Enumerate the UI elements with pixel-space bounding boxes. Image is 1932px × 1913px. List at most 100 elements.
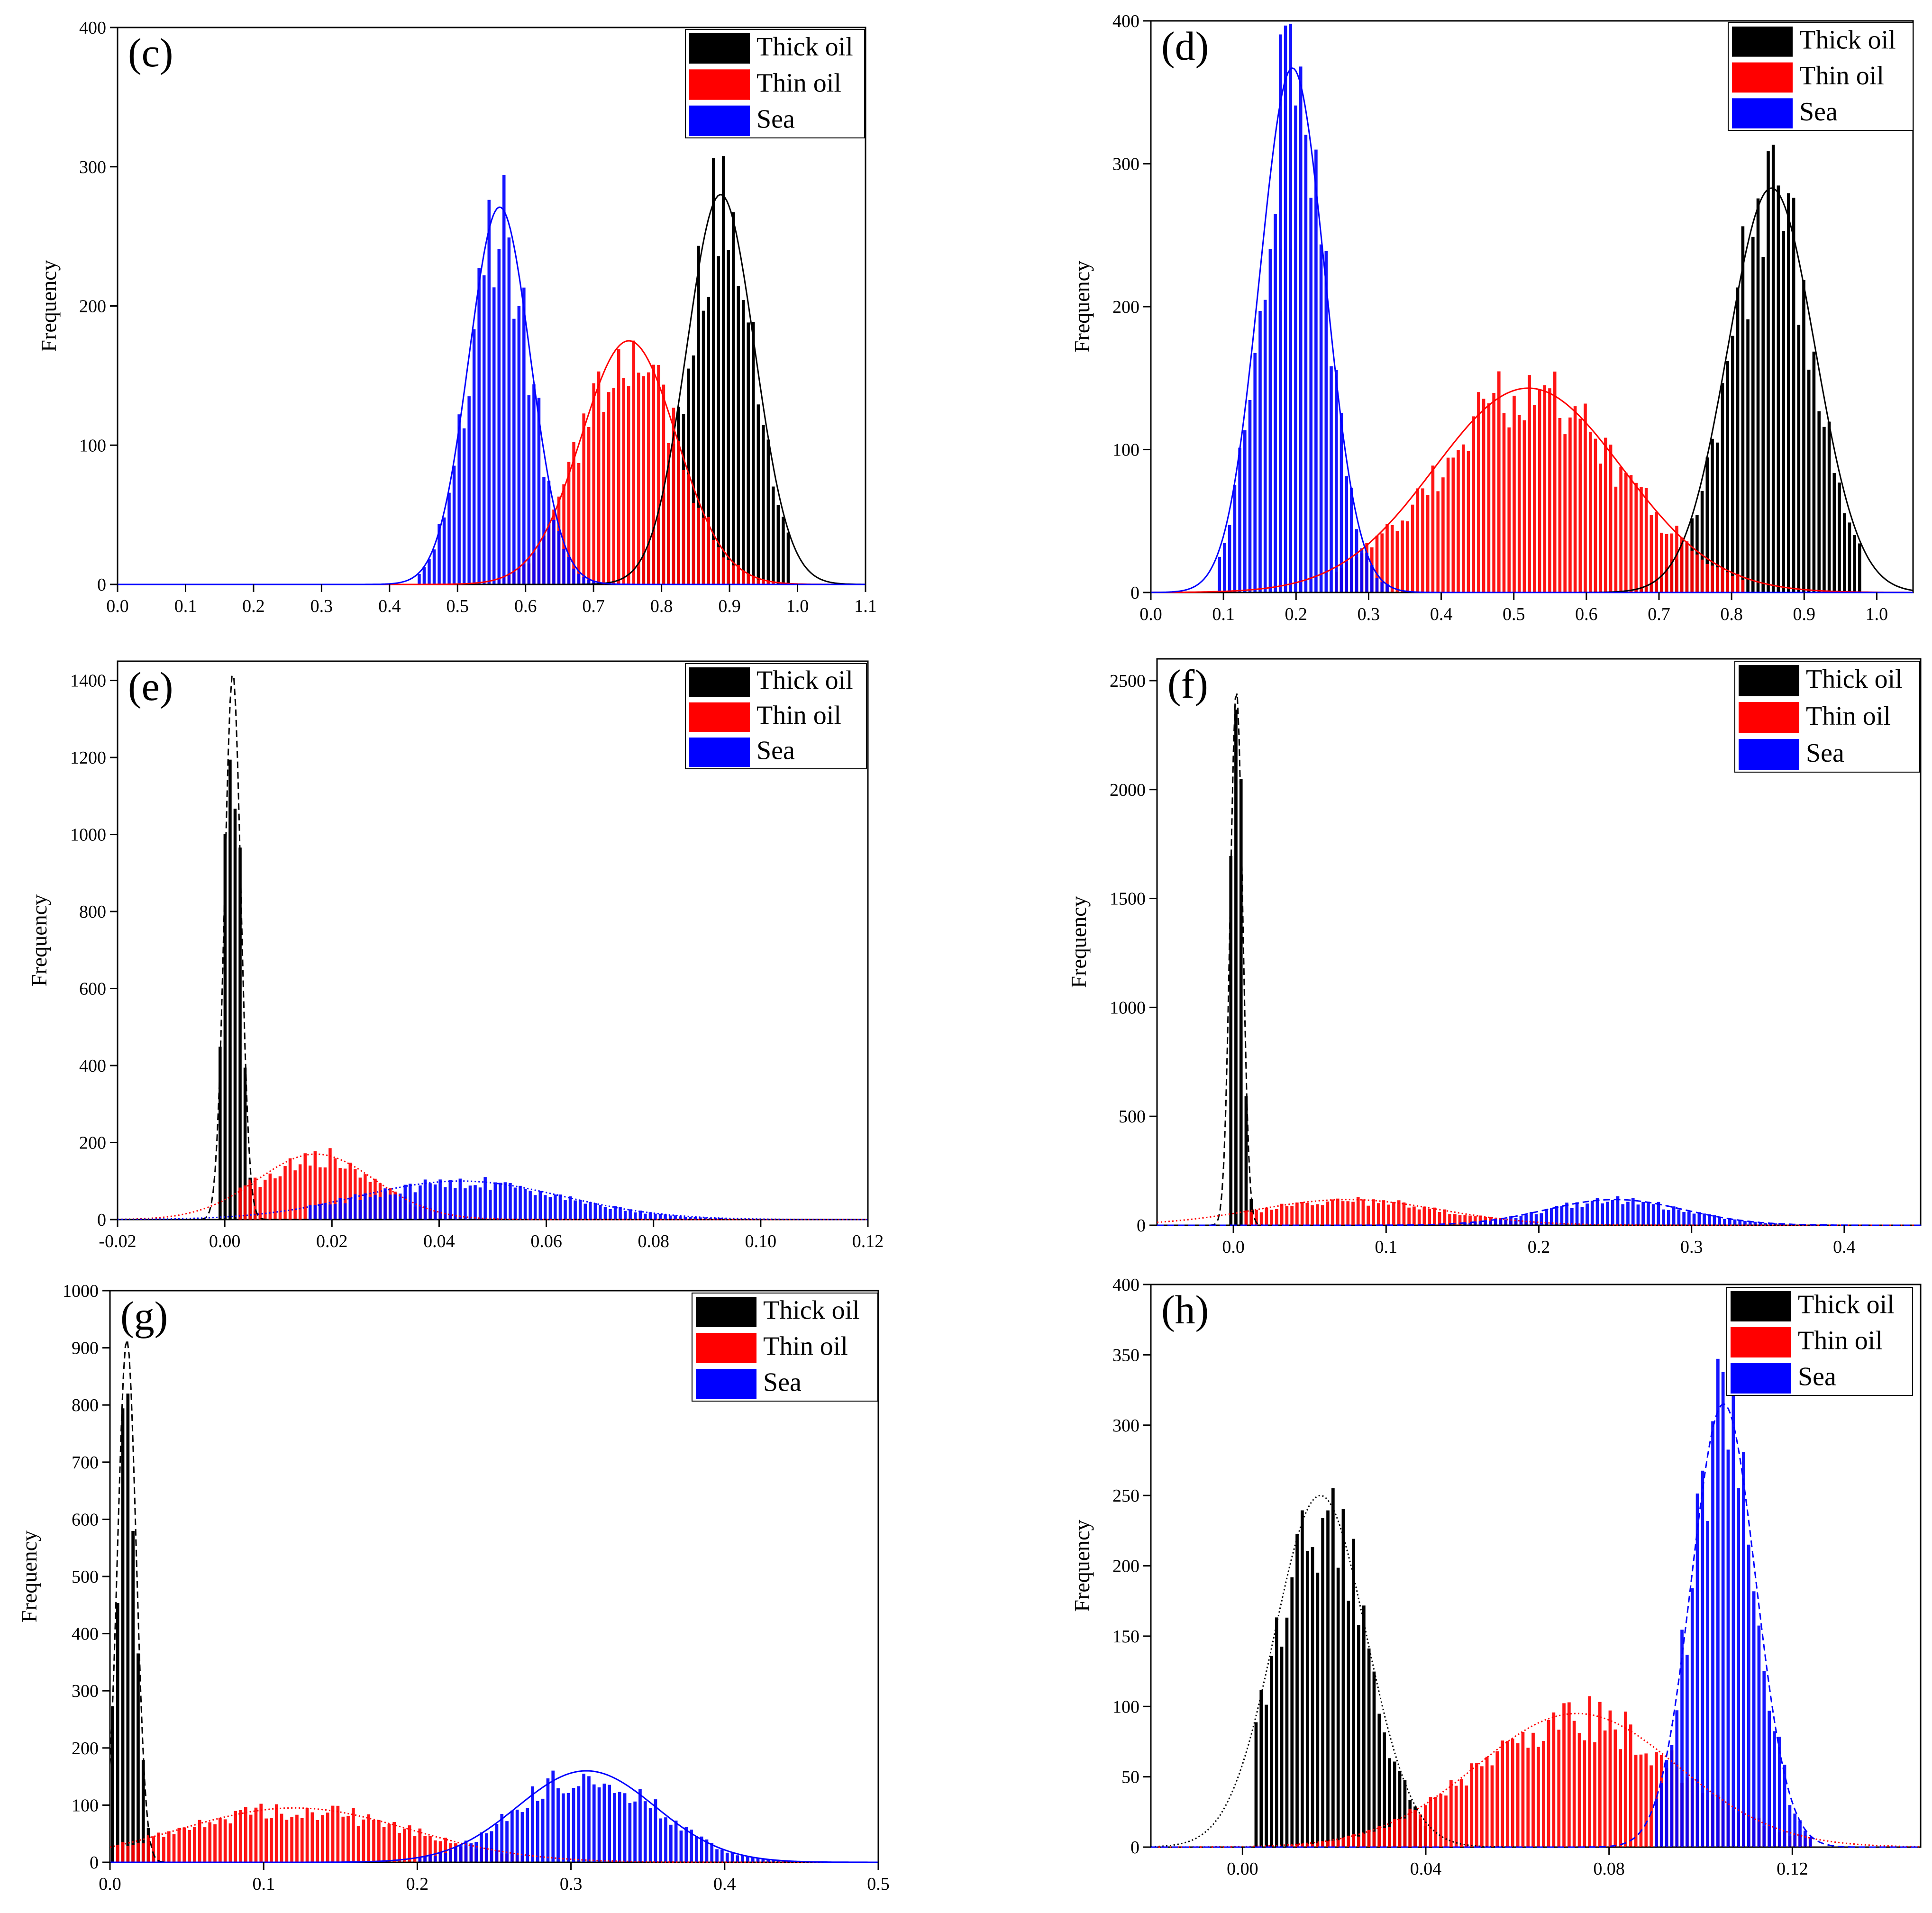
histogram-bar (1321, 1205, 1324, 1225)
histogram-bar (587, 580, 591, 584)
histogram-bar (1347, 1835, 1350, 1847)
histogram-bar (1383, 1732, 1386, 1847)
histogram-bar (126, 1846, 130, 1862)
histogram-bar (1375, 578, 1379, 592)
histogram-bar (567, 556, 571, 584)
histogram-bar (121, 1842, 125, 1862)
histogram-bar (1768, 1711, 1771, 1847)
histogram-bar (1434, 1797, 1438, 1847)
histogram-bar (730, 1852, 734, 1862)
histogram-bar (1355, 529, 1358, 592)
y-axis-label: Frequency (1066, 896, 1091, 988)
histogram-bar (1718, 1217, 1722, 1225)
histogram-bar (500, 1814, 504, 1862)
histogram-bar (146, 1835, 150, 1862)
histogram-bar (467, 396, 471, 584)
histogram-bar (1321, 1518, 1324, 1847)
histogram-bar (727, 560, 730, 584)
histogram-bar (423, 1836, 427, 1862)
histogram-bar (408, 1825, 411, 1862)
histogram-bar (1768, 1223, 1772, 1225)
histogram-bar (1742, 1452, 1745, 1847)
histogram-bar (1401, 520, 1404, 592)
y-tick-label: 1000 (63, 1281, 99, 1301)
histogram-bar (674, 1215, 677, 1220)
x-tick-label: 0.12 (852, 1231, 884, 1251)
histogram-bar (1708, 1214, 1711, 1225)
histogram-bar (377, 1820, 381, 1862)
series-sea (309, 1177, 727, 1220)
histogram-bar (1275, 1209, 1278, 1225)
histogram-bar (520, 1812, 524, 1862)
y-tick-label: 1000 (1110, 998, 1146, 1018)
histogram-bar (1362, 1833, 1366, 1847)
x-tick-label: 0.08 (1593, 1859, 1625, 1879)
histogram-bar (409, 1184, 412, 1220)
histogram-bar (1372, 1199, 1375, 1225)
histogram-bar (1634, 1755, 1638, 1847)
histogram-bar (1548, 388, 1551, 592)
histogram-bar (510, 1810, 514, 1862)
y-tick-label: 2000 (1110, 780, 1146, 800)
histogram-bar (348, 1162, 352, 1220)
histogram-bar (1817, 411, 1821, 592)
histogram-bar (1270, 1656, 1273, 1847)
histogram-bar (1517, 415, 1521, 592)
histogram-bar (1254, 1722, 1258, 1847)
panel-label: (e) (128, 664, 173, 709)
histogram-bar (1357, 1836, 1360, 1847)
x-tick-label: 0.6 (1575, 604, 1598, 624)
histogram-bar (1686, 1655, 1689, 1847)
y-tick-label: 100 (79, 436, 106, 455)
histogram-bar (1675, 526, 1678, 592)
histogram-bar (1641, 1202, 1645, 1225)
histogram-bar (364, 1193, 367, 1220)
histogram-bar (162, 1837, 165, 1862)
histogram-bar (1677, 1209, 1681, 1225)
histogram-bar (737, 565, 740, 584)
legend: Thick oil Thin oil Sea (1726, 1287, 1913, 1396)
histogram-bar (219, 1817, 222, 1862)
histogram-bar (648, 1212, 652, 1220)
x-tick-label: 1.1 (854, 596, 877, 616)
histogram-bar (664, 1817, 667, 1862)
legend-swatch (689, 738, 750, 767)
histogram-bar (552, 519, 556, 584)
histogram-bar (1560, 1206, 1564, 1225)
x-tick-label: 0.2 (406, 1874, 429, 1894)
legend-label: Sea (1806, 738, 1844, 768)
panel-label: (d) (1161, 23, 1209, 69)
histogram-bar (1522, 420, 1526, 592)
histogram-bar (203, 1827, 207, 1862)
histogram-bar (459, 1845, 463, 1862)
histogram-bar (1521, 1732, 1525, 1847)
histogram-bar (1485, 1757, 1489, 1847)
histogram-bar (444, 1853, 447, 1862)
histogram-bar (618, 1792, 621, 1862)
histogram-bar (1594, 438, 1597, 592)
histogram-bar (1626, 1202, 1630, 1225)
histogram-bar (531, 1786, 534, 1862)
histogram-bar (321, 1815, 324, 1862)
histogram-bar (1528, 375, 1531, 592)
histogram-bar (1588, 1696, 1591, 1847)
histogram-bar (1413, 1206, 1416, 1225)
histogram-bar (1802, 280, 1805, 592)
histogram-bar (285, 1820, 289, 1862)
y-tick-label: 1400 (70, 671, 106, 691)
y-tick-label: 1200 (70, 748, 106, 768)
histogram-bar (1406, 521, 1409, 592)
x-tick-label: 0.12 (1777, 1859, 1808, 1879)
x-tick-label: 0.1 (1212, 604, 1235, 624)
histogram-bar (1706, 1521, 1709, 1847)
histogram-bar (1504, 1219, 1508, 1225)
histogram-bar (721, 557, 725, 584)
histogram-bar (1487, 403, 1491, 592)
histogram-bar (1613, 1729, 1617, 1847)
histogram-bar (1700, 559, 1704, 592)
histogram-bar (270, 1818, 273, 1862)
histogram-bar (1848, 522, 1851, 592)
histogram-bar (1395, 531, 1399, 592)
histogram-bar (1305, 1550, 1309, 1847)
histogram-bar (1716, 1358, 1720, 1847)
